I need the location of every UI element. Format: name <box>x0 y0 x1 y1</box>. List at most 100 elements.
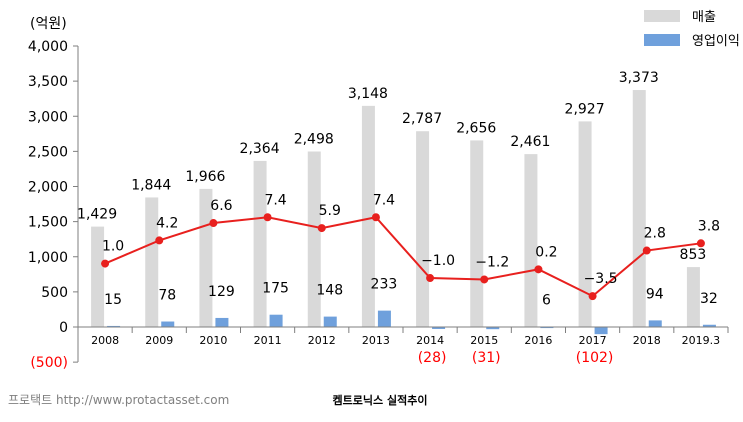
margin-value-label: −1.0 <box>421 253 455 269</box>
legend-label-sales: 매출 <box>692 10 716 25</box>
margin-point <box>588 292 597 301</box>
x-tick-label: 2017 <box>579 334 607 347</box>
sales-bar <box>416 131 430 327</box>
operating-profit-value-label: (31) <box>472 350 501 366</box>
y-tick-label: 500 <box>41 285 68 301</box>
operating-profit-bar <box>323 316 337 327</box>
margin-point <box>696 239 705 248</box>
x-tick-label: 2012 <box>308 334 336 347</box>
sales-value-label: 2,787 <box>402 111 442 127</box>
margin-point <box>101 259 110 268</box>
sales-bar <box>253 160 267 327</box>
data-labels: 1,429 1,844 1,966 2,364 2,498 3,148 2,787 2,656… <box>77 70 720 366</box>
margin-point <box>480 275 489 284</box>
operating-profit-bar <box>648 320 662 327</box>
margin-point <box>534 265 543 274</box>
operating-profit-bar <box>269 314 283 327</box>
margin-value-label: 3.8 <box>698 218 720 234</box>
y-tick-label: 2,500 <box>28 144 68 160</box>
x-tick-label: 2010 <box>199 334 227 347</box>
margin-point <box>426 274 435 283</box>
x-tick-label: 2008 <box>91 334 119 347</box>
operating-profit-value-label: 233 <box>371 277 398 293</box>
operating-profit-bar <box>215 317 229 327</box>
source-text: 프로택트 http://www.protactasset.com <box>8 393 229 407</box>
x-axis: 2008 2009 2010 2011 2012 2013 2014 2015 2016 2017… <box>91 334 720 347</box>
operating-profit-value-label: 32 <box>700 291 718 307</box>
y-tick-label: 3,000 <box>28 109 68 125</box>
margin-line <box>104 216 702 298</box>
x-tick-label: 2014 <box>416 334 444 347</box>
x-tick-label: 2016 <box>524 334 552 347</box>
sales-bar <box>578 121 592 327</box>
margin-value-label: 7.4 <box>373 192 395 208</box>
x-tick-label: 2013 <box>362 334 390 347</box>
sales-value-label: 853 <box>680 247 707 263</box>
margin-point <box>642 246 651 255</box>
operating-profit-value-label: 6 <box>542 293 551 309</box>
legend-swatch-sales <box>644 10 680 22</box>
sales-bar <box>686 267 700 327</box>
y-axis: 4,000 3,500 3,000 2,500 2,000 1,500 1,000 500 0 (… <box>28 39 79 371</box>
sales-value-label: 1,429 <box>77 207 117 223</box>
sales-bar <box>91 226 105 327</box>
y-tick-label: 0 <box>59 320 68 336</box>
y-tick-label: 1,000 <box>28 250 68 266</box>
x-tick-label: 2011 <box>254 334 282 347</box>
sales-bar <box>145 197 159 327</box>
operating-profit-bars <box>107 310 716 335</box>
sales-value-label: 3,373 <box>619 70 659 86</box>
margin-line-series <box>101 213 705 301</box>
margin-value-label: 0.2 <box>535 244 557 260</box>
operating-profit-value-label: 175 <box>262 281 289 297</box>
sales-bar <box>524 154 538 327</box>
x-tick-label: 2009 <box>145 334 173 347</box>
margin-value-label: 2.8 <box>644 226 666 242</box>
margin-value-label: 5.9 <box>319 203 341 219</box>
operating-profit-bar <box>486 327 500 330</box>
x-tick-label: 2019.3 <box>682 334 721 347</box>
x-tick-label: 2018 <box>633 334 661 347</box>
sales-value-label: 1,844 <box>131 177 171 193</box>
operating-profit-bar <box>377 310 391 327</box>
operating-profit-value-label: 78 <box>158 288 176 304</box>
operating-profit-bar <box>594 327 608 335</box>
sales-value-label: 1,966 <box>185 169 225 185</box>
operating-profit-value-label: (28) <box>418 350 447 366</box>
sales-bar <box>632 90 646 327</box>
operating-profit-value-label: 148 <box>316 283 343 299</box>
y-tick-label: 3,500 <box>28 74 68 90</box>
margin-value-label: 7.4 <box>264 192 286 208</box>
x-axis-baseline <box>77 326 729 333</box>
margin-value-label: 4.2 <box>156 215 178 231</box>
sales-value-label: 2,656 <box>456 120 496 136</box>
margin-value-label: −1.2 <box>475 254 509 270</box>
y-tick-label: (500) <box>30 355 68 371</box>
sales-bars <box>91 90 700 327</box>
sales-value-label: 2,498 <box>294 132 334 148</box>
sales-value-label: 2,927 <box>565 101 605 117</box>
x-tick-label: 2015 <box>470 334 498 347</box>
y-tick-label: 2,000 <box>28 180 68 196</box>
sales-bar <box>470 140 484 327</box>
margin-point <box>317 224 326 233</box>
operating-profit-bar <box>702 324 716 327</box>
margin-point <box>263 213 272 222</box>
legend-swatch-operating-profit <box>644 34 680 46</box>
operating-profit-value-label: 129 <box>208 284 235 300</box>
operating-profit-value-label: 94 <box>646 286 664 302</box>
y-tick-label: 4,000 <box>28 39 68 55</box>
y-tick-label: 1,500 <box>28 215 68 231</box>
sales-bar <box>361 105 375 327</box>
operating-profit-value-label: 15 <box>104 292 122 308</box>
legend-label-operating-profit: 영업이익 <box>692 34 740 49</box>
sales-value-label: 2,364 <box>240 141 280 157</box>
margin-value-label: −3.5 <box>584 271 618 287</box>
y-unit-label: (억원) <box>30 16 67 32</box>
chart-caption: 켐트로닉스 실적추이 <box>333 393 428 407</box>
sales-bar <box>307 151 321 327</box>
sales-value-label: 3,148 <box>348 86 388 102</box>
operating-profit-bar <box>432 327 446 329</box>
